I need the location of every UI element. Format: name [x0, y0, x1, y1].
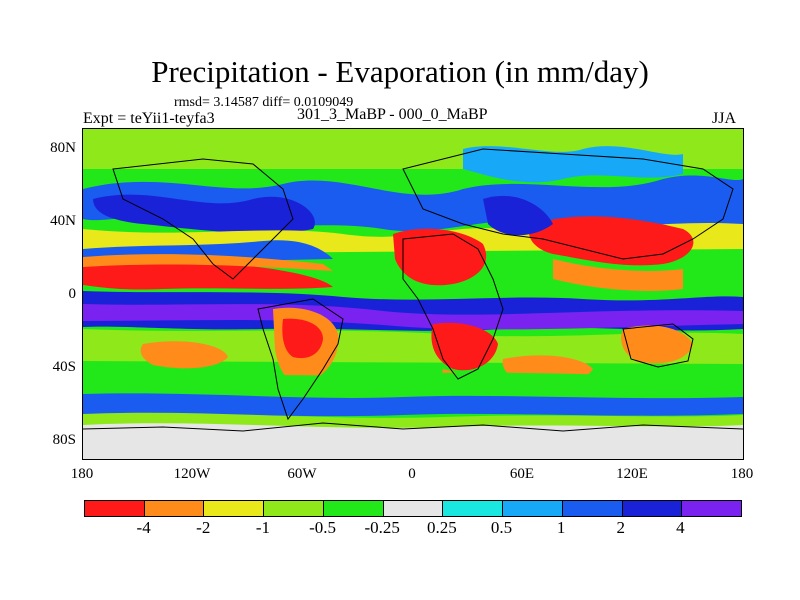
lon-tick-label: 0 — [408, 466, 416, 482]
colorbar-swatch — [204, 501, 265, 516]
field-eq-purple — [83, 304, 743, 330]
field-eq-red-pacific — [83, 259, 333, 290]
field-south-cyan — [83, 329, 743, 364]
colorbar-label: 4 — [676, 518, 685, 537]
coast-australia — [622, 323, 694, 368]
coast-south-america — [257, 298, 344, 421]
field-australia-orange — [621, 325, 693, 364]
colorbar-swatch — [144, 501, 205, 516]
field-south-blue — [83, 393, 743, 417]
lon-tick-label: 180 — [730, 466, 754, 482]
field-asia-orange — [553, 259, 683, 291]
colorbar-label: 0.25 — [426, 518, 457, 537]
lon-tick-label: 180 — [70, 466, 94, 482]
colorbar-swatch — [562, 501, 623, 516]
field-spacific-orange — [140, 341, 228, 369]
coastlines — [83, 148, 743, 432]
lon-tick-label: 120W — [173, 466, 211, 482]
lat-tick-label: 40N — [50, 213, 76, 229]
field-africa-s-red — [431, 322, 498, 371]
lon-tick-label: 120E — [616, 466, 648, 482]
case-label: 301_3_MaBP - 000_0_MaBP — [297, 106, 488, 123]
lat-tick-label: 0 — [68, 286, 77, 302]
colorbar-label: -2 — [196, 518, 211, 537]
precip-evap-map — [82, 128, 744, 460]
colorbar-swatch — [443, 501, 504, 516]
coast-eurasia — [402, 148, 734, 260]
colorbar-label: -1 — [255, 518, 270, 537]
colorbar-label: 0.5 — [490, 518, 513, 537]
colorbar-label: 2 — [616, 518, 625, 537]
lat-tick-label: 80S — [52, 432, 76, 448]
map-title: Precipitation - Evaporation (in mm/day) — [151, 54, 649, 89]
colorbar-swatch — [85, 501, 145, 516]
field-asia-red — [529, 216, 694, 266]
lat-tick-label: 40S — [52, 359, 76, 375]
colorbar-swatch — [682, 501, 742, 516]
lat-tick-label: 80N — [50, 140, 76, 156]
field-europe-blue — [483, 195, 553, 236]
experiment-label: Expt = teYii1-teyfa3 — [83, 110, 215, 127]
colorbar-label: -0.5 — [309, 518, 336, 537]
statistics-label: rmsd= 3.14587 diff= 0.0109049 — [174, 95, 354, 110]
lon-tick-label: 60E — [509, 466, 535, 482]
colorbar-swatch — [383, 501, 444, 516]
lon-tick-label: 60W — [287, 466, 317, 482]
colorbar-swatch — [264, 501, 324, 516]
field-north-cyan — [463, 146, 683, 183]
coast-antarctica — [83, 422, 743, 432]
colorbar-swatch — [323, 501, 384, 516]
coast-north-america — [112, 158, 294, 280]
field-eq-orange — [83, 254, 333, 271]
field-antarctic-edge — [83, 412, 743, 428]
colorbar-swatch — [503, 501, 563, 516]
season-label: JJA — [712, 110, 737, 127]
field-north-darkblue — [93, 194, 315, 234]
field-antarctic — [83, 418, 743, 459]
colorbar-swatch — [622, 501, 683, 516]
colorbar — [84, 500, 742, 517]
colorbar-label: -4 — [136, 518, 151, 537]
colorbar-label: -0.25 — [364, 518, 400, 537]
coast-africa — [402, 233, 504, 380]
colorbar-label: 1 — [556, 518, 566, 537]
field-africa-red — [393, 228, 487, 286]
field-sam-red — [282, 318, 323, 359]
